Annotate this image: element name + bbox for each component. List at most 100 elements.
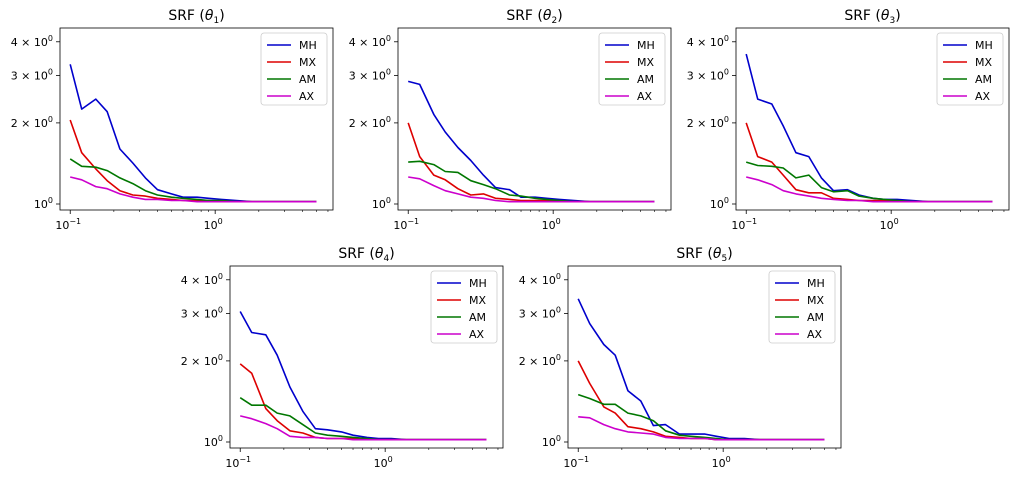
x-tick-exponent: 0 xyxy=(218,217,223,226)
legend: MH MX AM AX xyxy=(936,32,1004,106)
panel-title-base: SRF ( xyxy=(338,246,375,262)
series-line-am xyxy=(745,161,993,203)
y-tick-mantissa: 10 xyxy=(710,198,724,211)
panel-title-symbol: θ xyxy=(375,246,384,262)
series-line-ax xyxy=(746,176,993,203)
y-tick-exponent: 0 xyxy=(556,434,561,443)
y-tick-mantissa: 10 xyxy=(372,198,386,211)
x-tick-exponent: −1 xyxy=(745,217,757,226)
legend-label-am: AM xyxy=(637,73,654,86)
legend-label-mx: MX xyxy=(299,56,316,69)
y-tick-exponent: 0 xyxy=(386,67,391,76)
y-tick-exponent: 0 xyxy=(48,67,53,76)
panel-title-symbol: θ xyxy=(543,8,552,24)
y-tick-label: 4 × 100 xyxy=(687,34,729,49)
legend-label-mh: MH xyxy=(299,39,317,52)
y-tick-mantissa: 4 × 10 xyxy=(11,36,48,49)
panel-title-base: SRF ( xyxy=(506,8,543,24)
y-tick-label: 100 xyxy=(542,434,561,449)
panel-title-subscript: 2 xyxy=(551,16,557,26)
y-tick-mantissa: 3 × 10 xyxy=(11,69,48,82)
x-tick-exponent: 0 xyxy=(556,217,561,226)
legend-label-am: AM xyxy=(469,311,486,324)
y-tick-exponent: 0 xyxy=(218,353,223,362)
y-tick-mantissa: 10 xyxy=(34,198,48,211)
y-tick-label: 4 × 100 xyxy=(519,272,561,287)
x-tick-base: 10 xyxy=(731,219,745,232)
legend: MH MX AM AX xyxy=(598,32,666,106)
legend-box xyxy=(260,32,328,106)
panel-title-base: SRF ( xyxy=(168,8,205,24)
y-tick-exponent: 0 xyxy=(48,34,53,43)
panel-title-close: ) xyxy=(389,246,394,262)
y-tick-exponent: 0 xyxy=(218,305,223,314)
y-tick-exponent: 0 xyxy=(556,272,561,281)
legend-label-ax: AX xyxy=(637,90,653,103)
legend-box xyxy=(768,270,836,344)
legend: MH MX AM AX xyxy=(768,270,836,344)
y-tick-mantissa: 3 × 10 xyxy=(349,69,386,82)
series-line-ax xyxy=(240,415,487,441)
x-tick-label: 100 xyxy=(542,217,561,232)
y-tick-mantissa: 10 xyxy=(542,436,556,449)
panel-title-symbol: θ xyxy=(713,246,722,262)
legend-label-am: AM xyxy=(975,73,992,86)
legend-label-ax: AX xyxy=(807,328,823,341)
y-tick-exponent: 0 xyxy=(386,34,391,43)
panel-title-close: ) xyxy=(219,8,224,24)
legend-label-ax: AX xyxy=(299,90,315,103)
y-tick-mantissa: 4 × 10 xyxy=(349,36,386,49)
panel-title-close: ) xyxy=(727,246,732,262)
y-tick-exponent: 0 xyxy=(218,434,223,443)
y-tick-mantissa: 10 xyxy=(204,436,218,449)
x-tick-base: 10 xyxy=(225,457,239,470)
y-tick-exponent: 0 xyxy=(724,196,729,205)
y-tick-mantissa: 4 × 10 xyxy=(687,36,724,49)
y-tick-label: 3 × 100 xyxy=(349,67,391,82)
legend-label-ax: AX xyxy=(975,90,991,103)
x-tick-base: 10 xyxy=(393,219,407,232)
legend-label-ax: AX xyxy=(469,328,485,341)
legend: MH MX AM AX xyxy=(260,32,328,106)
panel-title-subscript: 5 xyxy=(721,254,727,264)
y-tick-label: 4 × 100 xyxy=(181,272,223,287)
series-line-ax xyxy=(408,176,655,203)
series-line-ax xyxy=(578,416,825,441)
legend-box xyxy=(936,32,1004,106)
x-tick-exponent: −1 xyxy=(69,217,81,226)
x-tick-base: 10 xyxy=(204,219,218,232)
x-tick-label: 100 xyxy=(374,455,393,470)
y-tick-mantissa: 3 × 10 xyxy=(181,307,218,320)
y-tick-exponent: 0 xyxy=(724,115,729,124)
legend-box xyxy=(430,270,498,344)
x-tick-label: 100 xyxy=(204,217,223,232)
panel-title-subscript: 4 xyxy=(383,254,389,264)
y-tick-mantissa: 3 × 10 xyxy=(687,69,724,82)
panel-title-symbol: θ xyxy=(205,8,214,24)
y-tick-label: 100 xyxy=(372,196,391,211)
y-tick-label: 2 × 100 xyxy=(687,115,729,130)
y-tick-mantissa: 2 × 10 xyxy=(11,117,48,130)
panel-title-base: SRF ( xyxy=(844,8,881,24)
legend-label-am: AM xyxy=(299,73,316,86)
panel-title-symbol: θ xyxy=(881,8,890,24)
panel-title-close: ) xyxy=(557,8,562,24)
legend-label-mx: MX xyxy=(975,56,992,69)
x-tick-label: 10−1 xyxy=(393,217,419,232)
y-tick-exponent: 0 xyxy=(48,196,53,205)
axes-frame xyxy=(229,265,504,449)
legend-label-am: AM xyxy=(807,311,824,324)
legend-box xyxy=(598,32,666,106)
y-tick-mantissa: 4 × 10 xyxy=(181,274,218,287)
y-tick-mantissa: 2 × 10 xyxy=(687,117,724,130)
axes-frame xyxy=(567,265,842,449)
panel-title: SRF (θ5) xyxy=(676,246,732,264)
y-tick-label: 100 xyxy=(34,196,53,211)
x-tick-base: 10 xyxy=(374,457,388,470)
y-tick-label: 2 × 100 xyxy=(349,115,391,130)
y-tick-exponent: 0 xyxy=(48,115,53,124)
y-tick-label: 100 xyxy=(710,196,729,211)
